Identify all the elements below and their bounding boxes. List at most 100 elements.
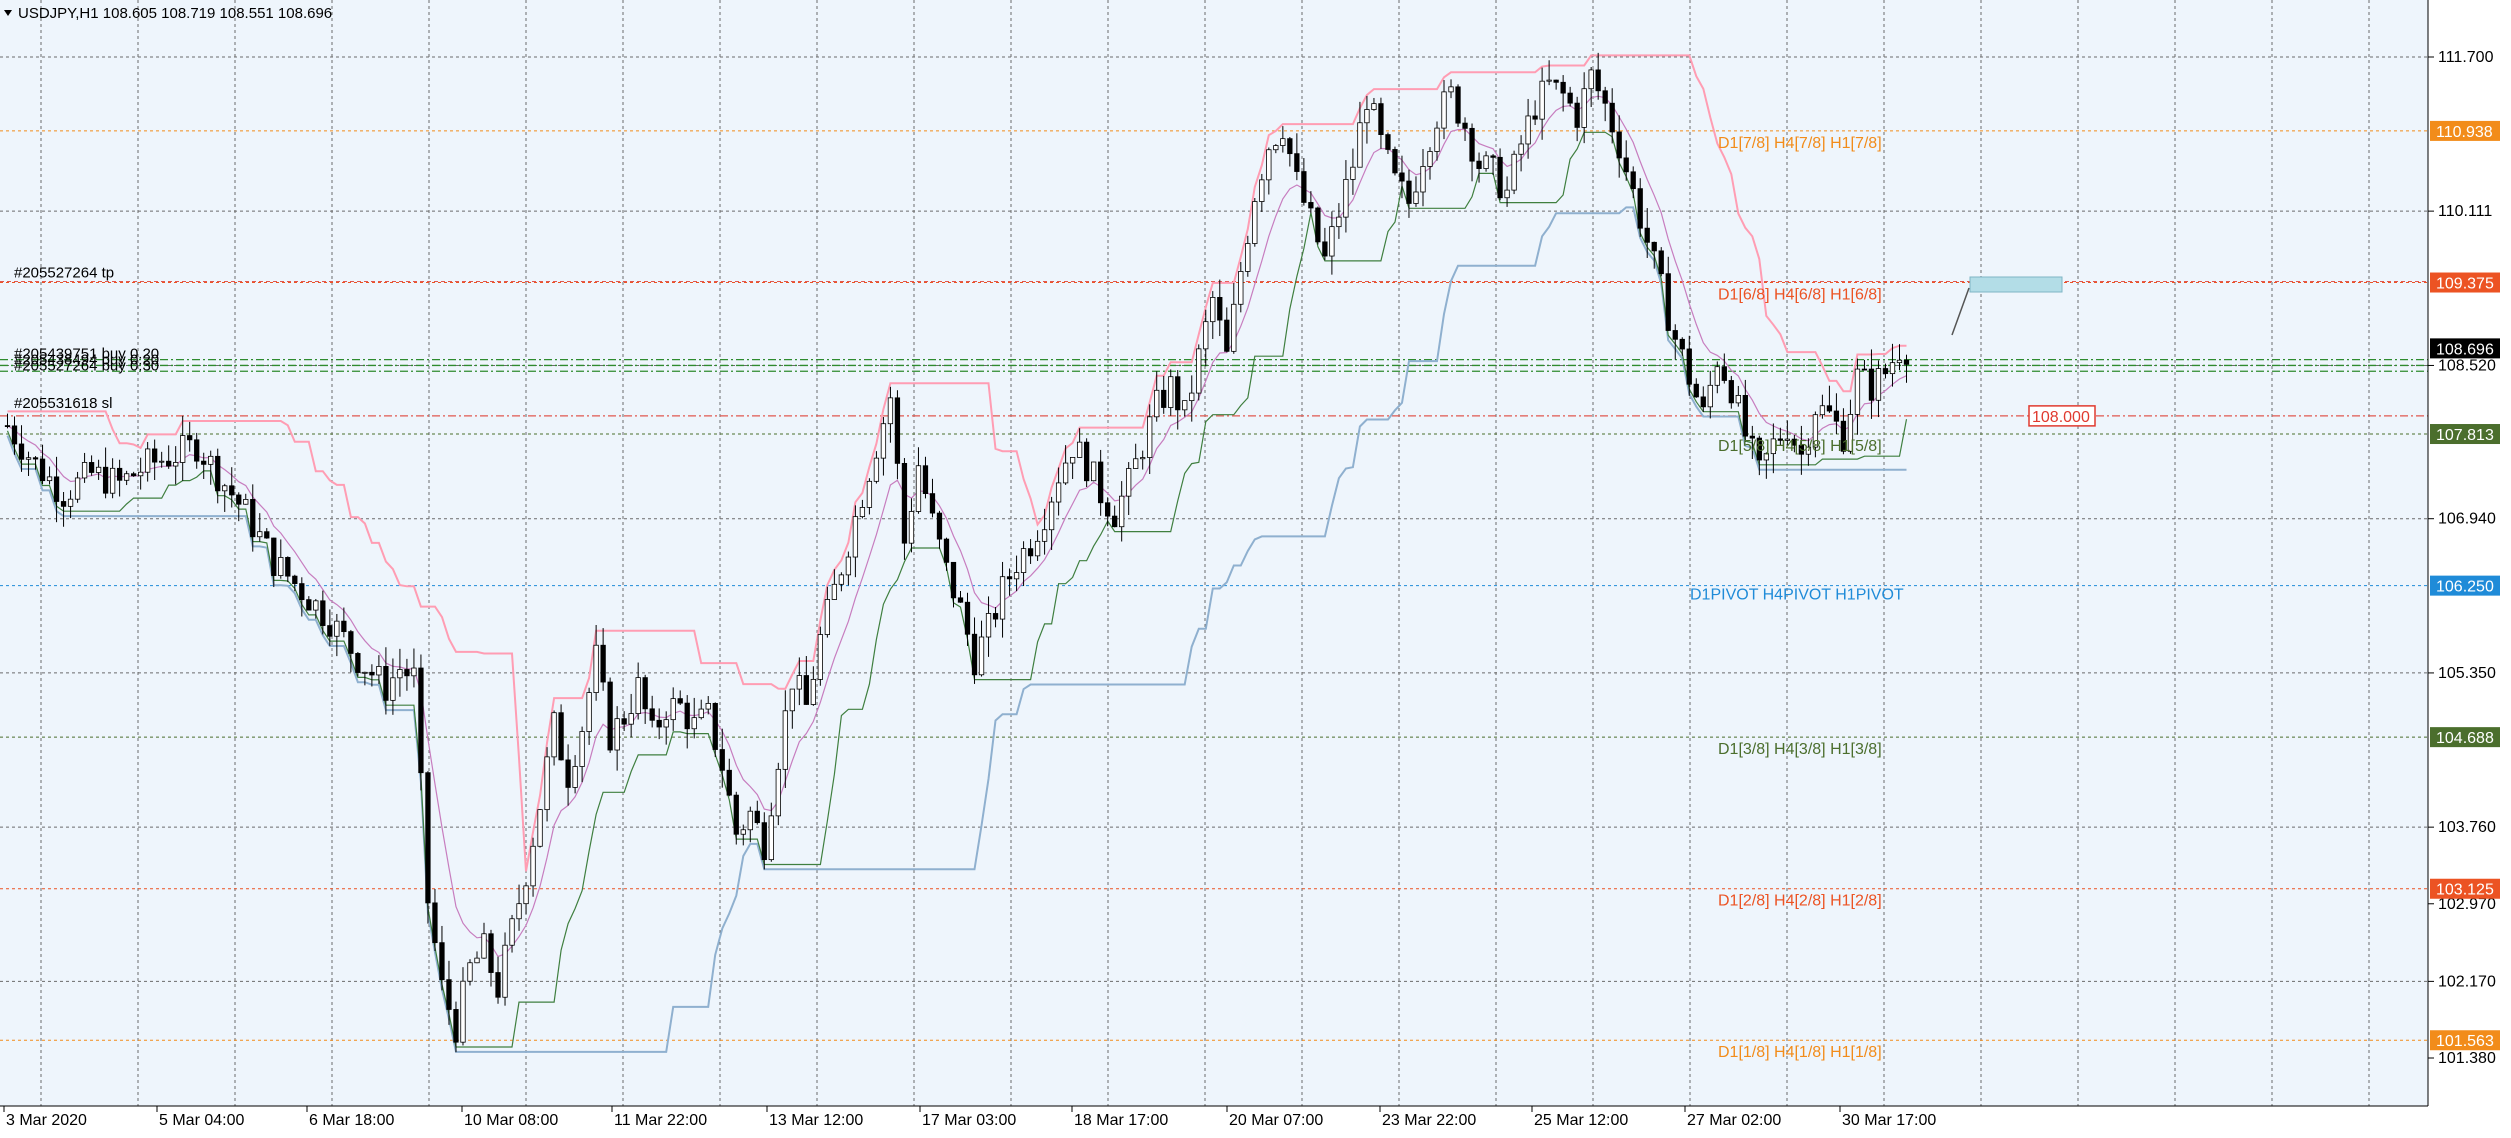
candle[interactable]: [81, 452, 88, 483]
candle[interactable]: [1280, 126, 1286, 153]
candle[interactable]: [1210, 291, 1216, 339]
candle[interactable]: [138, 457, 144, 490]
candle[interactable]: [1133, 443, 1139, 469]
candle[interactable]: [1714, 361, 1720, 394]
candle[interactable]: [712, 702, 718, 758]
candle[interactable]: [1147, 404, 1153, 474]
candle[interactable]: [1048, 496, 1055, 550]
candle[interactable]: [992, 607, 999, 628]
candle[interactable]: [1707, 370, 1713, 419]
candle[interactable]: [796, 657, 802, 706]
candle[interactable]: [18, 425, 25, 472]
candle[interactable]: [341, 607, 347, 638]
candle[interactable]: [292, 574, 298, 592]
candle[interactable]: [1735, 385, 1741, 407]
candle[interactable]: [145, 441, 151, 482]
candle[interactable]: [705, 696, 711, 715]
candle[interactable]: [1322, 227, 1328, 261]
candle[interactable]: [649, 695, 655, 728]
candle[interactable]: [222, 483, 228, 512]
candle[interactable]: [957, 590, 964, 603]
candle[interactable]: [201, 452, 207, 479]
candle[interactable]: [1406, 169, 1412, 218]
candle[interactable]: [1062, 445, 1069, 485]
candle[interactable]: [768, 802, 774, 862]
candle[interactable]: [1805, 438, 1812, 466]
candle[interactable]: [894, 390, 901, 480]
candle[interactable]: [95, 459, 102, 480]
candle[interactable]: [1027, 539, 1034, 564]
candle[interactable]: [369, 664, 375, 687]
candle[interactable]: [243, 493, 249, 505]
candle[interactable]: [67, 490, 74, 519]
candle[interactable]: [971, 617, 978, 684]
candle[interactable]: [425, 771, 431, 924]
candle[interactable]: [831, 569, 838, 600]
candle[interactable]: [1161, 375, 1167, 414]
candle[interactable]: [1385, 132, 1391, 155]
candle[interactable]: [1490, 154, 1496, 175]
candle[interactable]: [845, 551, 852, 586]
candle[interactable]: [474, 951, 480, 964]
candle[interactable]: [1427, 147, 1433, 180]
candle[interactable]: [1476, 152, 1482, 183]
alert-price-box[interactable]: [2028, 405, 2096, 427]
candle[interactable]: [1441, 80, 1447, 140]
candle[interactable]: [271, 537, 277, 588]
candle[interactable]: [572, 755, 578, 794]
candle[interactable]: [1315, 206, 1321, 245]
candle[interactable]: [628, 693, 634, 738]
time-axis-area[interactable]: [0, 1106, 2428, 1133]
candle[interactable]: [810, 666, 816, 706]
candle[interactable]: [390, 658, 396, 715]
candle[interactable]: [1826, 385, 1833, 413]
candle[interactable]: [1259, 173, 1265, 212]
candle[interactable]: [1679, 337, 1685, 356]
candle[interactable]: [411, 648, 417, 688]
candle[interactable]: [1245, 235, 1251, 277]
candle[interactable]: [348, 629, 354, 673]
candle[interactable]: [509, 914, 515, 953]
candle[interactable]: [397, 648, 403, 697]
candle[interactable]: [908, 498, 915, 553]
candle[interactable]: [880, 417, 887, 476]
candle[interactable]: [102, 447, 109, 499]
candle[interactable]: [1273, 144, 1279, 154]
candle[interactable]: [607, 677, 613, 753]
candle[interactable]: [1119, 481, 1125, 542]
candle[interactable]: [943, 537, 950, 571]
candle[interactable]: [656, 708, 662, 740]
candle[interactable]: [852, 505, 859, 578]
candle[interactable]: [1861, 359, 1868, 371]
candle[interactable]: [208, 450, 214, 485]
candle[interactable]: [1756, 435, 1762, 476]
candle[interactable]: [1868, 349, 1875, 419]
candle[interactable]: [621, 711, 627, 732]
candle[interactable]: [1539, 67, 1545, 140]
candle[interactable]: [1034, 530, 1041, 561]
candle[interactable]: [1889, 343, 1896, 387]
candle[interactable]: [313, 598, 319, 619]
candle[interactable]: [439, 925, 445, 991]
candle[interactable]: [754, 800, 760, 825]
candle[interactable]: [53, 456, 60, 523]
candle[interactable]: [1791, 434, 1798, 453]
candle[interactable]: [46, 466, 53, 485]
candle[interactable]: [404, 658, 410, 691]
candle[interactable]: [446, 960, 452, 1025]
plot-area[interactable]: [0, 0, 2428, 1106]
candle[interactable]: [1252, 197, 1258, 247]
candle[interactable]: [278, 539, 284, 579]
candle[interactable]: [1854, 358, 1861, 435]
candle[interactable]: [1378, 97, 1384, 149]
candle[interactable]: [502, 932, 508, 1006]
candle[interactable]: [1728, 375, 1734, 409]
candle[interactable]: [1357, 101, 1363, 168]
candle[interactable]: [1518, 135, 1524, 172]
candle[interactable]: [334, 613, 340, 657]
candle[interactable]: [355, 651, 361, 677]
candle[interactable]: [936, 510, 943, 549]
candle[interactable]: [999, 561, 1006, 638]
candle[interactable]: [1140, 450, 1146, 470]
